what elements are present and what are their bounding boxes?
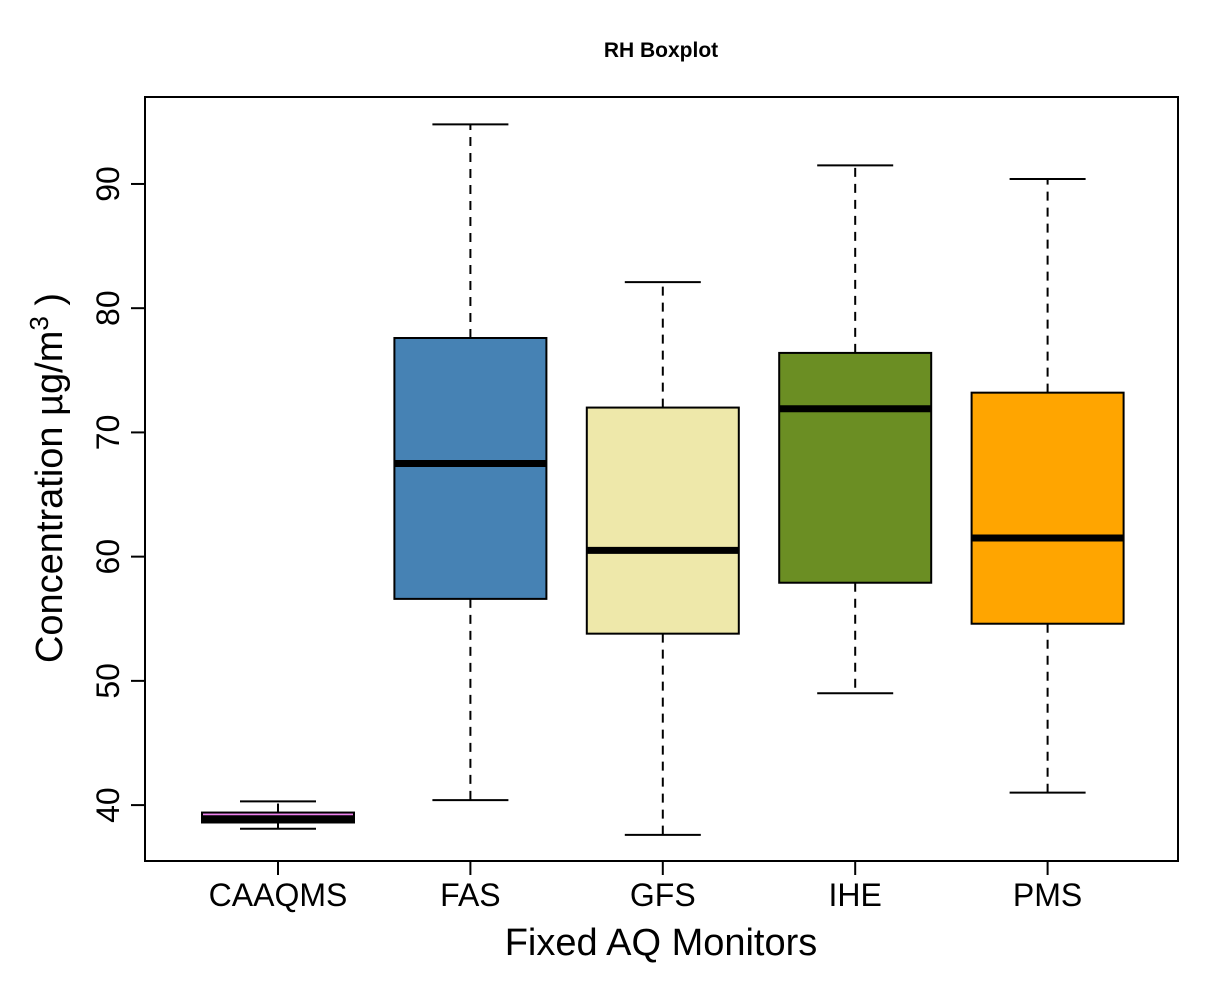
y-axis-title: Concentration µg/m3 ) xyxy=(24,293,71,663)
y-axis-title-superscript: 3 xyxy=(24,316,54,330)
x-axis: CAAQMS FAS GFS IHE PMS xyxy=(209,860,1082,913)
y-tick-label-50: 50 xyxy=(90,663,126,699)
x-tick-label-gfs: GFS xyxy=(630,877,696,913)
chart-title: RH Boxplot xyxy=(604,39,718,62)
x-axis-title: Fixed AQ Monitors xyxy=(505,922,818,964)
y-tick-label-40: 40 xyxy=(90,787,126,823)
iqr-box-gfs xyxy=(585,406,740,635)
boxes-group xyxy=(201,123,1125,836)
y-axis-title-main: Concentration µg/m xyxy=(29,331,71,663)
y-tick-label-90: 90 xyxy=(90,166,126,202)
y-tick-label-60: 60 xyxy=(90,539,126,575)
y-tick-label-80: 80 xyxy=(90,290,126,326)
box-pms xyxy=(970,177,1125,794)
iqr-box-fas xyxy=(393,337,548,600)
y-tick-label-70: 70 xyxy=(90,415,126,451)
box-fas xyxy=(393,123,548,802)
box-gfs xyxy=(585,281,740,836)
y-axis-title-suffix: ) xyxy=(29,293,71,316)
x-tick-label-pms: PMS xyxy=(1013,877,1082,913)
x-tick-label-fas: FAS xyxy=(440,877,500,913)
iqr-box-pms xyxy=(970,391,1125,625)
iqr-box-ihe xyxy=(778,351,933,584)
y-axis: 40 50 60 70 80 90 xyxy=(90,166,146,823)
x-tick-label-ihe: IHE xyxy=(829,877,882,913)
x-tick-label-caaqms: CAAQMS xyxy=(209,877,348,913)
box-ihe xyxy=(778,164,933,695)
box-caaqms xyxy=(201,800,355,830)
